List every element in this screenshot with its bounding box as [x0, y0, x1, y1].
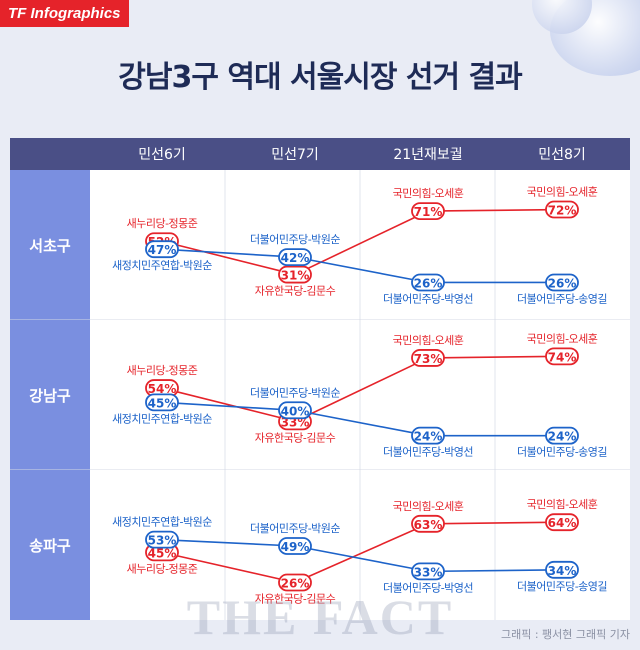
data-label: 73%	[414, 352, 443, 366]
data-label: 47%	[148, 243, 177, 257]
candidate-label: 국민의힘-오세훈	[527, 498, 598, 511]
candidate-label: 더불어민주당-박영선	[383, 446, 473, 459]
data-point	[411, 202, 445, 221]
data-label: 26%	[281, 576, 310, 590]
data-label: 24%	[414, 430, 443, 444]
series-line	[294, 210, 429, 276]
series-line	[161, 551, 296, 584]
data-label: 45%	[148, 396, 177, 410]
column-header: 민선7기	[271, 147, 319, 163]
candidate-label: 더불어민주당-박원순	[250, 386, 340, 399]
data-point	[545, 426, 579, 445]
data-label: 24%	[548, 430, 577, 444]
data-point	[278, 248, 312, 267]
data-label: 54%	[148, 382, 177, 396]
district-label: 서초구	[29, 237, 71, 255]
data-label: 31%	[281, 269, 310, 283]
candidate-label: 국민의힘-오세훈	[527, 186, 598, 199]
data-label: 26%	[548, 276, 577, 290]
series-line	[294, 545, 429, 573]
series-line	[161, 240, 296, 276]
credit-text: 그래픽 : 팽서현 그래픽 기자	[500, 628, 630, 641]
data-label: 40%	[281, 404, 310, 418]
data-point	[545, 513, 579, 532]
column-header: 민선8기	[538, 147, 586, 163]
data-label: 45%	[148, 546, 177, 560]
data-point	[145, 530, 179, 549]
data-point	[411, 349, 445, 367]
data-point	[278, 537, 312, 555]
candidate-label: 새누리당-정몽준	[127, 364, 198, 377]
candidate-label: 새누리당-정몽준	[127, 562, 198, 575]
candidate-label: 새정치민주연합-박원순	[112, 412, 212, 425]
district-label-cell	[10, 170, 90, 320]
brand-logo: TF Infographics	[0, 0, 129, 27]
district-label-cell	[10, 320, 90, 470]
page-title: 강남3구 역대 서울시장 선거 결과	[118, 60, 522, 95]
series-line	[161, 387, 296, 423]
data-label: 71%	[414, 205, 443, 219]
series-line	[294, 523, 429, 584]
series-line	[161, 538, 296, 547]
series-line	[161, 401, 296, 412]
candidate-label: 더불어민주당-송영길	[517, 580, 607, 593]
district-label: 송파구	[29, 537, 71, 555]
candidate-label: 국민의힘-오세훈	[393, 187, 464, 200]
candidate-label: 더불어민주당-송영길	[517, 446, 607, 459]
data-point	[545, 560, 579, 579]
data-point	[545, 273, 579, 292]
data-point	[411, 426, 445, 445]
series-line	[294, 409, 429, 437]
data-label: 26%	[414, 276, 443, 290]
watermark: THE FACT	[186, 589, 454, 645]
candidate-label: 국민의힘-오세훈	[393, 500, 464, 513]
series-line	[427, 568, 563, 573]
data-point	[145, 240, 179, 259]
series-line	[427, 355, 563, 359]
data-point	[278, 401, 312, 420]
candidate-label: 자유한국당-김문수	[255, 285, 336, 298]
data-point	[145, 393, 179, 412]
series-line	[294, 256, 429, 284]
candidate-label: 더불어민주당-박원순	[250, 233, 340, 246]
data-point	[545, 200, 579, 219]
header-bar	[10, 138, 630, 170]
series-line	[427, 521, 563, 525]
data-label: 53%	[148, 534, 177, 548]
candidate-label: 자유한국당-김문수	[255, 431, 336, 444]
district-label: 강남구	[29, 387, 71, 405]
data-label: 34%	[548, 564, 577, 578]
district-label-cell	[10, 470, 90, 620]
candidate-label: 국민의힘-오세훈	[527, 332, 598, 345]
data-point	[278, 573, 312, 592]
candidate-label: 더불어민주당-박영선	[383, 581, 473, 594]
candidate-label: 자유한국당-김문수	[255, 592, 336, 605]
candidate-label: 새누리당-정몽준	[127, 217, 198, 230]
candidate-label: 더불어민주당-송영길	[517, 292, 607, 305]
candidate-label: 새정치민주연합-박원순	[112, 259, 212, 272]
candidate-label: 더불어민주당-박영선	[383, 292, 473, 305]
candidate-label: 새정치민주연합-박원순	[112, 516, 212, 529]
data-label: 63%	[414, 518, 443, 532]
data-label: 49%	[281, 540, 310, 554]
data-label: 33%	[414, 565, 443, 579]
data-label: 64%	[548, 516, 577, 530]
data-label: 72%	[548, 204, 577, 218]
data-label: 42%	[281, 251, 310, 265]
series-line	[427, 208, 563, 212]
column-header: 21년재보궐	[393, 147, 462, 163]
data-point	[545, 347, 579, 366]
column-header: 민선6기	[138, 147, 186, 163]
series-line	[294, 357, 429, 423]
series-line	[161, 248, 296, 258]
candidate-label: 더불어민주당-박원순	[250, 522, 340, 535]
data-label: 74%	[548, 350, 577, 364]
data-point	[411, 562, 445, 581]
candidate-label: 국민의힘-오세훈	[393, 334, 464, 347]
data-point	[411, 514, 445, 533]
data-point	[411, 273, 445, 292]
data-point	[278, 265, 312, 284]
